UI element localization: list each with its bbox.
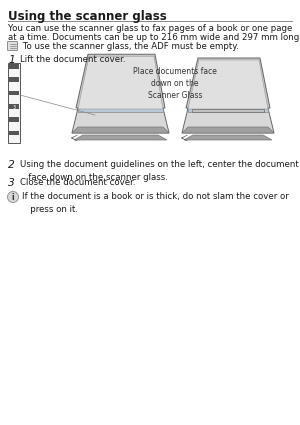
Polygon shape <box>72 108 169 133</box>
Polygon shape <box>186 58 270 108</box>
Text: 2: 2 <box>8 160 15 170</box>
Text: You can use the scanner glass to fax pages of a book or one page: You can use the scanner glass to fax pag… <box>8 24 292 33</box>
Polygon shape <box>76 54 165 108</box>
Bar <box>9 91 19 95</box>
Text: 3: 3 <box>8 178 15 188</box>
Polygon shape <box>182 127 274 133</box>
Polygon shape <box>188 108 268 112</box>
Text: 1: 1 <box>8 55 15 65</box>
Bar <box>9 104 19 109</box>
Bar <box>9 130 19 135</box>
Polygon shape <box>188 60 268 109</box>
Bar <box>9 77 19 82</box>
Text: at a time. Documents can be up to 216 mm wide and 297 mm long.: at a time. Documents can be up to 216 mm… <box>8 33 300 42</box>
Text: Using the document guidelines on the left, center the document
   face down on t: Using the document guidelines on the lef… <box>20 160 299 181</box>
Polygon shape <box>74 135 167 140</box>
Polygon shape <box>184 135 272 140</box>
Text: To use the scanner glass, the ADF must be empty.: To use the scanner glass, the ADF must b… <box>20 42 239 51</box>
Text: Close the document cover.: Close the document cover. <box>20 178 136 187</box>
Bar <box>9 64 19 69</box>
FancyBboxPatch shape <box>8 42 17 51</box>
Text: 2: 2 <box>12 87 16 91</box>
Circle shape <box>8 192 19 202</box>
Bar <box>8 63 20 143</box>
Polygon shape <box>72 127 169 133</box>
Polygon shape <box>192 109 264 111</box>
Text: 4: 4 <box>12 122 16 128</box>
Polygon shape <box>78 56 163 109</box>
Polygon shape <box>78 108 163 112</box>
Bar <box>9 117 19 122</box>
Text: If the document is a book or is thick, do not slam the cover or
   press on it.: If the document is a book or is thick, d… <box>22 192 289 213</box>
Text: 1: 1 <box>12 68 16 74</box>
Text: 3: 3 <box>12 105 16 110</box>
Text: Place documents face
down on the
Scanner Glass: Place documents face down on the Scanner… <box>133 67 217 99</box>
Polygon shape <box>182 108 274 133</box>
Text: Lift the document cover.: Lift the document cover. <box>20 55 125 64</box>
Text: Using the scanner glass: Using the scanner glass <box>8 10 167 23</box>
Text: i: i <box>12 193 14 201</box>
